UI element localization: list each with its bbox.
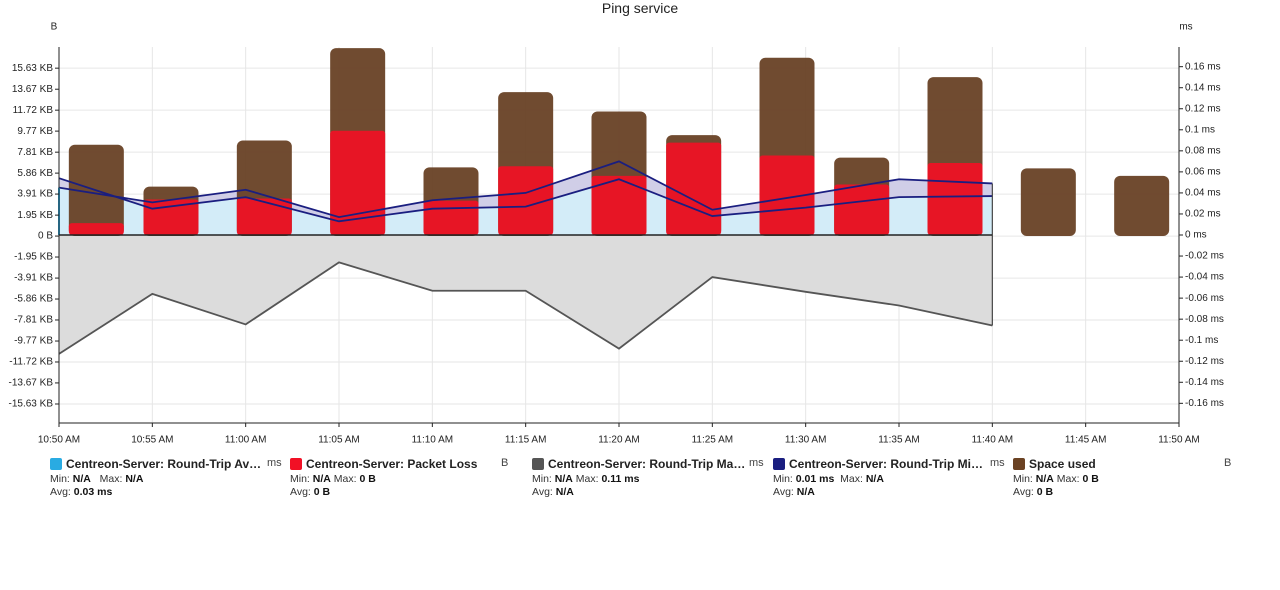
legend-stats: Min: N/A Max: 0 B Avg: 0 B [1013, 473, 1099, 498]
x-axis-tick-label: 11:15 AM [505, 435, 547, 446]
round-trip-minimum-line [58, 177, 993, 223]
legend-swatch [532, 458, 544, 470]
right-axis-tick-label: -0.08 ms [1185, 314, 1224, 325]
x-axis-tick-label: 11:40 AM [972, 435, 1014, 446]
legend-unit: ms [749, 457, 764, 469]
left-axis-tick-label: -11.72 KB [9, 357, 53, 368]
left-axis-tick-label: 1.95 KB [17, 210, 53, 221]
legend-swatch [1013, 458, 1025, 470]
chart-plot: 15.63 KB 13.67 KB 11.72 KB 9.77 KB 7.81 KB 5.… [9, 22, 1224, 446]
legend-swatch [50, 458, 62, 470]
space-used-bar [1020, 168, 1076, 236]
packet-loss-bar [498, 166, 554, 235]
round-trip-band-area [59, 161, 993, 222]
left-axis-tick-label: 9.77 KB [17, 126, 53, 137]
legend-unit: B [1224, 457, 1232, 469]
legend: Centreon-Server: Round-Trip Avera... ms … [0, 457, 1280, 507]
legend-unit: ms [267, 457, 282, 469]
left-axis-tick-label: 13.67 KB [12, 84, 53, 95]
packet-loss-bar [236, 198, 292, 235]
packet-loss-bar [666, 142, 722, 235]
legend-name: Centreon-Server: Round-Trip Maxi... [548, 457, 748, 471]
legend-unit: B [501, 457, 509, 469]
right-axis-tick-label: 0.16 ms [1185, 61, 1221, 72]
right-axis-tick-label: 0.12 ms [1185, 103, 1221, 114]
packet-loss-bar [834, 184, 890, 235]
right-axis-tick-label: 0.08 ms [1185, 145, 1221, 156]
right-axis-tick-label: -0.02 ms [1185, 251, 1224, 262]
x-axis-tick-label: 11:10 AM [412, 435, 454, 446]
left-axis-tick-label: -3.91 KB [14, 273, 53, 284]
left-axis-tick-label: 0 B [38, 231, 53, 242]
packet-loss-bar [68, 223, 124, 235]
left-axis-tick-label: 15.63 KB [12, 63, 53, 74]
x-axis-tick-label: 11:25 AM [692, 435, 734, 446]
right-axis-tick-label: -0.06 ms [1185, 293, 1224, 304]
x-axis-tick-label: 10:55 AM [131, 435, 173, 446]
x-axis-tick-label: 11:45 AM [1065, 435, 1107, 446]
right-axis-tick-label: 0.14 ms [1185, 82, 1221, 93]
space-used-bar [1114, 175, 1170, 236]
legend-name: Centreon-Server: Round-Trip Mini... [789, 457, 989, 471]
x-axis-tick-label: 11:35 AM [878, 435, 920, 446]
x-axis-tick-label: 11:20 AM [598, 435, 640, 446]
left-axis-tick-label: -9.77 KB [14, 336, 53, 347]
legend-unit: ms [990, 457, 1005, 469]
round-trip-average-line [58, 160, 993, 219]
left-axis-tick-label: -7.81 KB [14, 315, 53, 326]
right-axis-tick-label: 0.1 ms [1185, 124, 1215, 135]
left-axis-tick-label: -13.67 KB [9, 378, 54, 389]
x-axis-tick-label: 11:30 AM [785, 435, 827, 446]
legend-item-round-trip-average[interactable]: Centreon-Server: Round-Trip Avera... ms … [50, 457, 285, 499]
legend-name: Centreon-Server: Packet Loss [306, 457, 478, 471]
legend-swatch [290, 458, 302, 470]
right-axis-tick-label: 0 ms [1185, 230, 1207, 241]
legend-stats: Min: N/A Max: 0 B Avg: 0 B [290, 473, 376, 498]
left-axis-tick-label: -5.86 KB [14, 294, 53, 305]
left-axis-tick-label: 3.91 KB [17, 189, 53, 200]
legend-stats: Min: N/A Max: 0.11 ms Avg: N/A [532, 473, 640, 498]
round-trip-maximum-line [58, 261, 993, 355]
right-axis-tick-label: -0.04 ms [1185, 272, 1224, 283]
legend-item-round-trip-minimum[interactable]: Centreon-Server: Round-Trip Mini... ms M… [773, 457, 1008, 499]
legend-item-space-used[interactable]: Space used B Min: N/A Max: 0 B Avg: 0 B [1013, 457, 1238, 499]
legend-swatch [773, 458, 785, 470]
packet-loss-bar [759, 155, 815, 235]
x-axis-tick-label: 10:50 AM [38, 435, 80, 446]
round-trip-maximum-area [59, 235, 993, 354]
left-axis-tick-label: -1.95 KB [14, 252, 53, 263]
right-axis-tick-label: 0.06 ms [1185, 167, 1221, 178]
left-axis-tick-label: -15.63 KB [9, 399, 54, 410]
right-axis-tick-label: 0.04 ms [1185, 188, 1221, 199]
left-axis-unit: B [51, 22, 58, 33]
left-axis-tick-label: 5.86 KB [17, 168, 53, 179]
right-axis-tick-label: 0.02 ms [1185, 209, 1221, 220]
right-axis-unit: ms [1179, 22, 1192, 33]
packet-loss-bar [330, 130, 386, 235]
right-axis-tick-label: -0.14 ms [1185, 377, 1224, 388]
left-axis-tick-label: 11.72 KB [13, 105, 54, 116]
x-axis-tick-label: 11:00 AM [225, 435, 267, 446]
right-axis-tick-label: -0.1 ms [1185, 335, 1218, 346]
legend-stats: Min: 0.01 ms Max: N/A Avg: N/A [773, 473, 884, 498]
packet-loss-bar [591, 175, 647, 235]
chart-title: Ping service [601, 0, 679, 16]
packet-loss-bar [423, 200, 479, 235]
right-axis-tick-label: -0.16 ms [1185, 398, 1224, 409]
left-axis-tick-label: 7.81 KB [17, 147, 53, 158]
legend-name: Centreon-Server: Round-Trip Avera... [66, 457, 266, 471]
right-axis-tick-label: -0.12 ms [1185, 356, 1224, 367]
legend-item-packet-loss[interactable]: Centreon-Server: Packet Loss B Min: N/A … [290, 457, 515, 499]
legend-item-round-trip-maximum[interactable]: Centreon-Server: Round-Trip Maxi... ms M… [532, 457, 772, 499]
x-axis-tick-label: 11:05 AM [318, 435, 360, 446]
legend-name: Space used [1029, 457, 1096, 471]
packet-loss-bar [927, 163, 983, 235]
x-axis-tick-label: 11:50 AM [1158, 435, 1200, 446]
legend-stats: Min: N/A Max: N/A Avg: 0.03 ms [50, 473, 144, 498]
